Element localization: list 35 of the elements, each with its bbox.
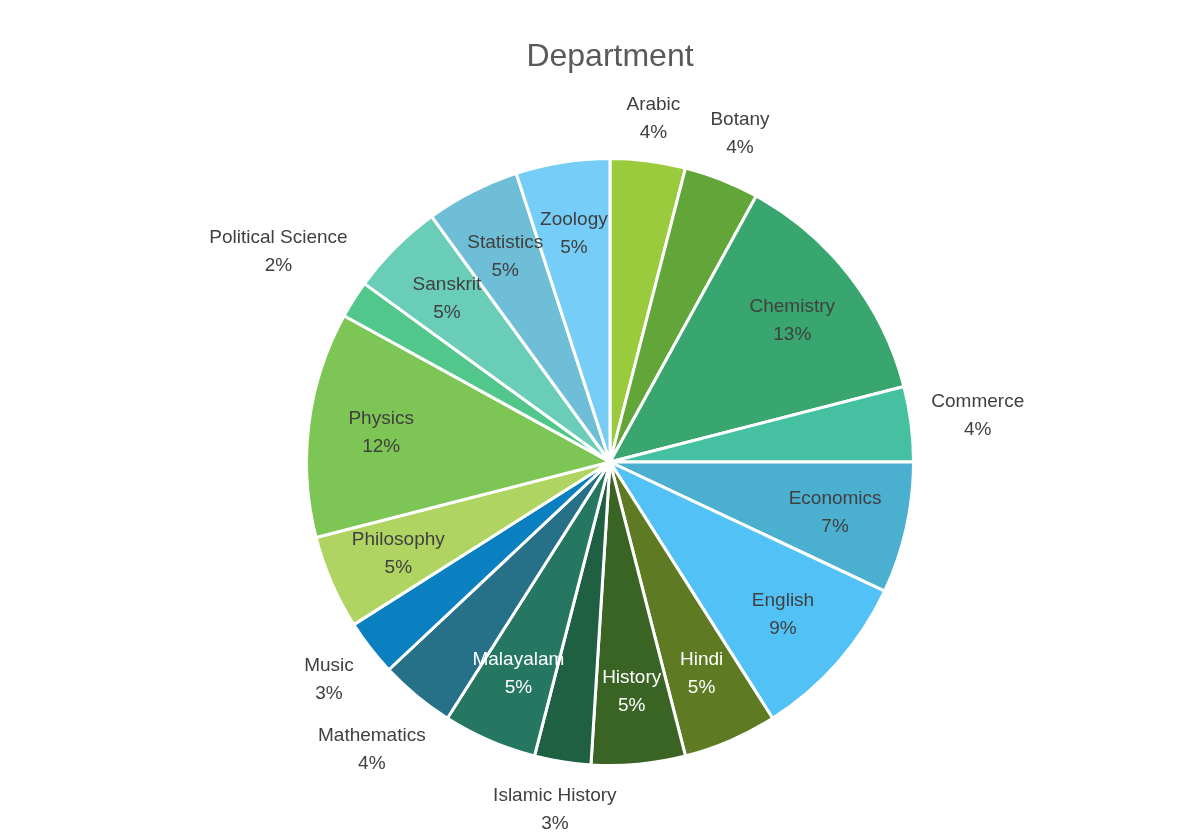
data-label: 5% (384, 555, 413, 577)
slice-label: Hindi (679, 647, 724, 669)
data-label: 4% (639, 120, 668, 142)
slice-label: Arabic (626, 92, 681, 114)
data-label: 7% (821, 514, 849, 536)
data-label: 5% (491, 258, 520, 280)
slice-label: Physics (348, 407, 414, 429)
data-label: 4% (358, 752, 386, 774)
data-label: 5% (433, 301, 461, 323)
data-label: 2% (264, 253, 293, 275)
slice-label: Philosophy (351, 527, 446, 549)
data-label: 4% (964, 417, 992, 439)
data-label: 5% (560, 236, 588, 258)
data-label: 5% (687, 675, 716, 697)
slice-label: Political Science (209, 225, 348, 247)
slice-label: English (751, 588, 815, 610)
slice-label: Economics (788, 486, 882, 508)
data-label: 3% (541, 812, 569, 834)
slice-label: History (602, 665, 662, 687)
slice-label: Chemistry (749, 294, 836, 316)
data-label: 3% (315, 682, 343, 704)
slice-label: Sanskrit (412, 273, 482, 295)
chart-title: Department (526, 36, 694, 73)
data-label: 5% (504, 675, 533, 697)
slice-label: Music (304, 654, 354, 676)
slice-label: Zoology (540, 208, 609, 230)
data-label: 5% (617, 693, 646, 715)
data-label: 12% (362, 435, 401, 457)
slice-label: Mathematics (317, 724, 426, 746)
data-label: 13% (773, 322, 812, 344)
slice-label: Islamic History (493, 784, 618, 806)
slice-label: Commerce (931, 389, 1025, 411)
slice-label: Botany (710, 107, 771, 129)
data-label: 4% (726, 135, 754, 157)
data-label: 9% (769, 616, 797, 638)
